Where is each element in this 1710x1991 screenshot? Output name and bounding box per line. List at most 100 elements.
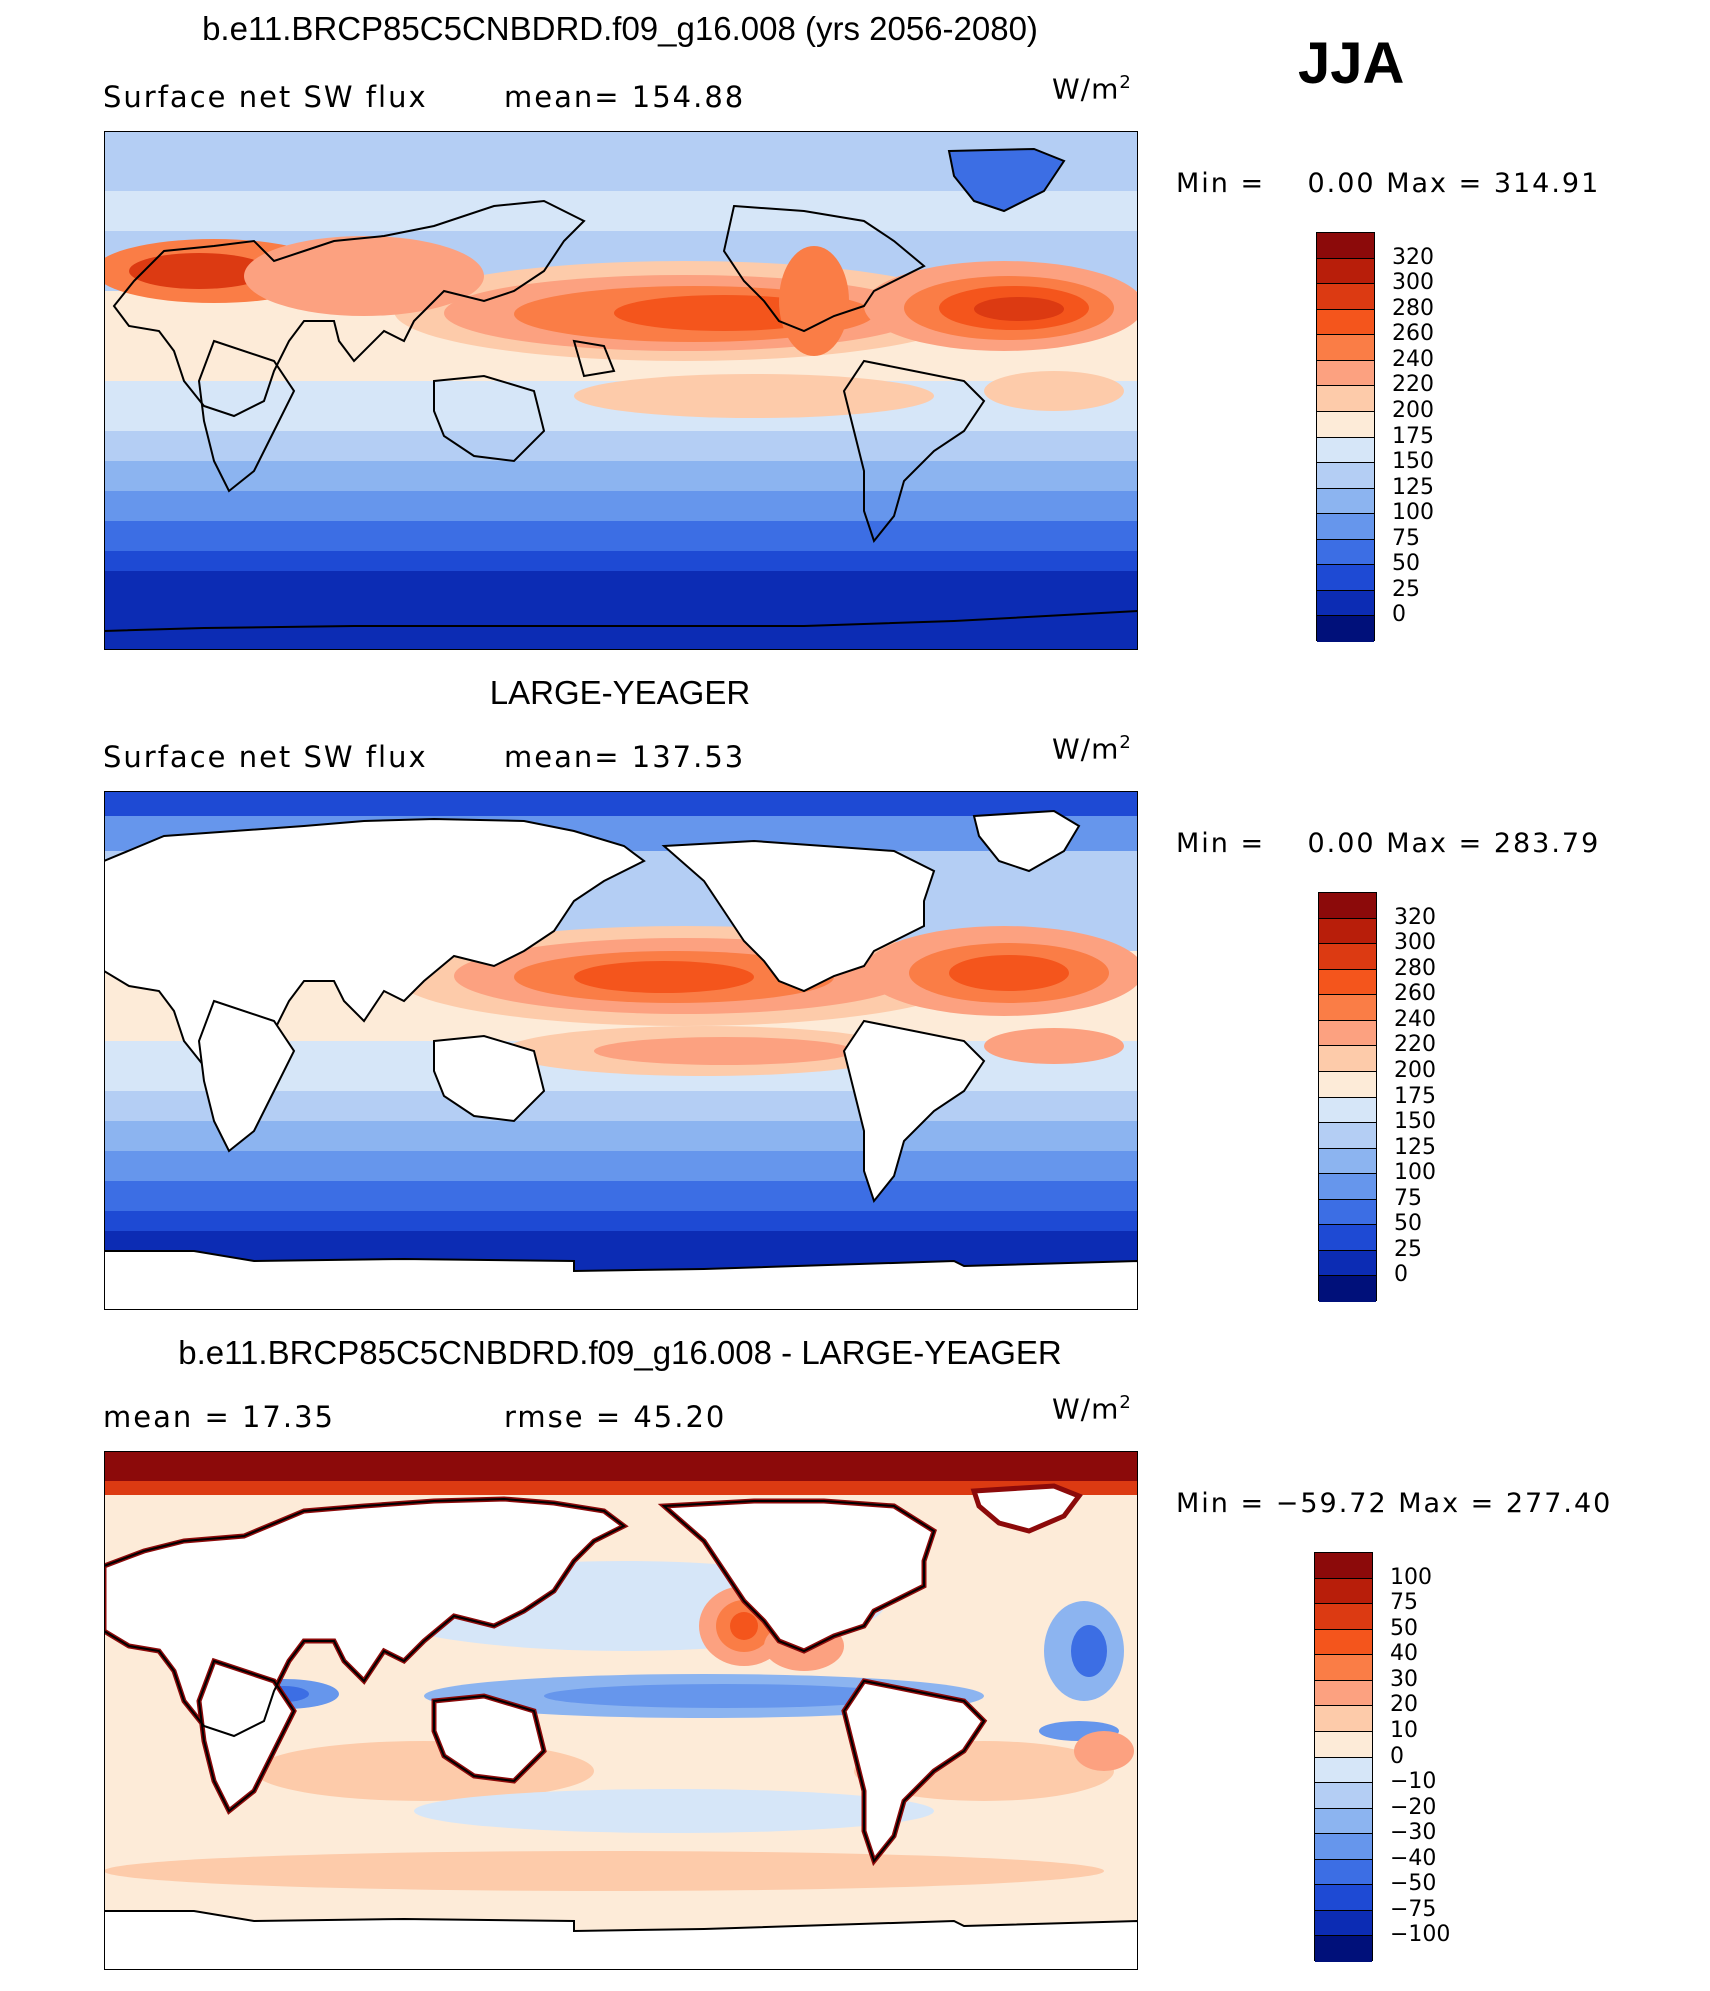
colorbar-swatch — [1319, 1174, 1376, 1200]
colorbar-swatch — [1315, 1808, 1372, 1835]
season-label: JJA — [1298, 31, 1405, 96]
colorbar-tick-label: 240 — [1392, 346, 1434, 372]
colorbar-swatch — [1317, 437, 1374, 464]
colorbar-swatch — [1315, 1731, 1372, 1758]
colorbar-swatch — [1317, 411, 1374, 438]
colorbar-swatch — [1315, 1859, 1372, 1886]
variable-label: Surface net SW flux — [103, 740, 428, 774]
colorbar-tick-label: 30 — [1390, 1666, 1418, 1692]
colorbar-swatch — [1315, 1553, 1372, 1579]
colorbar-swatch — [1315, 1680, 1372, 1707]
colorbar-swatch — [1317, 233, 1374, 259]
colorbar-swatch — [1315, 1783, 1372, 1809]
flux-difference-map — [104, 1451, 1138, 1970]
colorbar-swatch — [1319, 893, 1376, 919]
colorbar-swatch — [1319, 1148, 1376, 1175]
colorbar-swatch — [1315, 1578, 1372, 1605]
colorbar-swatch — [1315, 1885, 1372, 1911]
colorbar-tick-label: 220 — [1394, 1032, 1436, 1058]
colorbar-swatch — [1315, 1910, 1372, 1937]
colorbar-tick-label: 125 — [1392, 474, 1434, 500]
colorbar-tick-label: 40 — [1390, 1641, 1418, 1667]
colorbar-swatch — [1315, 1706, 1372, 1732]
colorbar-tick-label: 25 — [1394, 1236, 1422, 1262]
colorbar-swatch — [1317, 539, 1374, 566]
colorbar-swatch — [1315, 1936, 1372, 1962]
colorbar-swatch — [1319, 1225, 1376, 1251]
colorbar-tick-label: −100 — [1390, 1922, 1451, 1948]
colorbar-swatch — [1317, 284, 1374, 310]
colorbar-tick-label: 175 — [1392, 423, 1434, 449]
colorbar-tick-label: 240 — [1394, 1006, 1436, 1032]
colorbar-swatch — [1317, 386, 1374, 412]
colorbar-swatch — [1315, 1757, 1372, 1784]
mean-label: mean = 17.35 — [103, 1400, 335, 1434]
variable-label: Surface net SW flux — [103, 80, 428, 114]
colorbar-tick-label: 100 — [1394, 1160, 1436, 1186]
colorbar-tick-label: 75 — [1390, 1590, 1418, 1616]
colorbar-swatch — [1319, 1046, 1376, 1072]
colorbar-tick-label: 300 — [1392, 270, 1434, 296]
colorbar-swatch — [1319, 918, 1376, 945]
colorbar-tick-label: 150 — [1394, 1109, 1436, 1135]
colorbar-tick-label: 20 — [1390, 1692, 1418, 1718]
mean-label: mean= 137.53 — [504, 740, 746, 774]
panel-title: b.e11.BRCP85C5CNBDRD.f09_g16.008 (yrs 20… — [202, 10, 1038, 47]
panel-title: LARGE-YEAGER — [489, 674, 751, 711]
colorbar-tick-label: 125 — [1394, 1134, 1436, 1160]
colorbar-swatch — [1317, 514, 1374, 540]
colorbar-tick-label: 175 — [1394, 1083, 1436, 1109]
colorbar-tick-label: 320 — [1392, 244, 1434, 270]
colorbar-swatch — [1317, 488, 1374, 515]
colorbar-tick-label: −20 — [1390, 1794, 1437, 1820]
colorbar-tick-label: 280 — [1392, 295, 1434, 321]
colorbar-swatch — [1315, 1655, 1372, 1681]
colorbar-tick-label: 260 — [1392, 321, 1434, 347]
colorbar-tick-label: 75 — [1394, 1185, 1422, 1211]
min-max-readout: Min = −59.72 Max = 277.40 — [1176, 1488, 1613, 1519]
units-label: W/m2 — [1052, 1392, 1132, 1426]
colorbar-swatch — [1319, 969, 1376, 996]
colorbar-swatch — [1317, 463, 1374, 489]
colorbar-tick-label: 220 — [1392, 372, 1434, 398]
colorbar-tick-label: −75 — [1390, 1896, 1437, 1922]
colorbar-tick-label: 0 — [1392, 602, 1406, 628]
colorbar-swatch — [1317, 360, 1374, 387]
mean-label: mean= 154.88 — [504, 80, 746, 114]
colorbar-swatch — [1319, 995, 1376, 1021]
colorbar-swatch — [1315, 1629, 1372, 1656]
colorbar-swatch — [1319, 1250, 1376, 1277]
colorbar-swatch — [1317, 616, 1374, 642]
colorbar-tick-label: 75 — [1392, 525, 1420, 551]
colorbar-swatch — [1319, 1097, 1376, 1124]
colorbar-swatch — [1319, 1199, 1376, 1226]
colorbar-tick-label: −10 — [1390, 1769, 1437, 1795]
flux-map-model — [104, 131, 1138, 650]
panel-title: b.e11.BRCP85C5CNBDRD.f09_g16.008 - LARGE… — [178, 1334, 1062, 1371]
colorbar-swatch — [1319, 1071, 1376, 1098]
colorbar-tick-label: 200 — [1392, 397, 1434, 423]
colorbar-swatch — [1319, 1123, 1376, 1149]
rmse-label: rmse = 45.20 — [504, 1400, 727, 1434]
colorbar-tick-label: 0 — [1390, 1743, 1404, 1769]
colorbar-tick-label: 50 — [1390, 1615, 1418, 1641]
colorbar-swatch — [1319, 944, 1376, 970]
colorbar-swatches — [1318, 892, 1377, 1302]
colorbar-tick-label: 150 — [1392, 449, 1434, 475]
colorbar-tick-label: −40 — [1390, 1845, 1437, 1871]
colorbar-swatches — [1316, 232, 1375, 642]
colorbar-swatches — [1314, 1552, 1373, 1962]
flux-map-observed — [104, 791, 1138, 1310]
colorbar-tick-label: 100 — [1390, 1564, 1432, 1590]
colorbar-tick-label: 100 — [1392, 500, 1434, 526]
colorbar-swatch — [1319, 1020, 1376, 1047]
colorbar-swatch — [1317, 590, 1374, 617]
units-label: W/m2 — [1052, 72, 1132, 106]
colorbar-tick-label: 320 — [1394, 904, 1436, 930]
colorbar-swatch — [1315, 1604, 1372, 1630]
colorbar-tick-label: 25 — [1392, 576, 1420, 602]
colorbar-tick-label: 300 — [1394, 930, 1436, 956]
min-max-readout: Min = 0.00 Max = 283.79 — [1176, 828, 1601, 859]
units-label: W/m2 — [1052, 732, 1132, 766]
colorbar-swatch — [1317, 565, 1374, 591]
